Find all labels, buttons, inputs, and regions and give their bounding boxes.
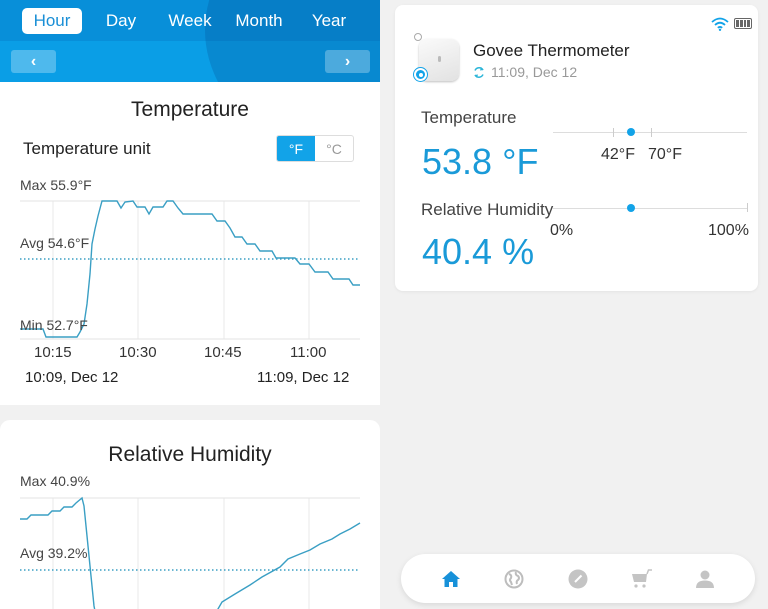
current-humidity-value: 40.4 %: [422, 231, 535, 272]
battery-icon: [734, 18, 752, 29]
temperature-avg-label: Avg 54.6°F: [20, 235, 90, 251]
nav-discover[interactable]: [563, 564, 593, 594]
temperature-max-label: Max 55.9°F: [20, 177, 92, 193]
x-tick-1015: 10:15: [34, 344, 72, 361]
range-end-label: 11:09, Dec 12: [257, 369, 350, 386]
temperature-range-high: 70°F: [648, 146, 682, 163]
temperature-chart-card: Temperature Temperature unit °F °C Max 5…: [0, 82, 380, 405]
last-sync-time: 11:09, Dec 12: [491, 64, 578, 80]
humidity-max-label: Max 40.9%: [20, 473, 91, 489]
bluetooth-status-icon: [414, 68, 427, 81]
nav-globe[interactable]: [499, 564, 529, 594]
chevron-left-icon: ‹: [30, 52, 37, 70]
next-period-button[interactable]: ›: [325, 50, 370, 73]
period-tabs: Hour Day Week Month Year: [0, 8, 380, 34]
humidity-indicator-dot: [627, 204, 635, 212]
temperature-range-low: 42°F: [601, 146, 635, 163]
x-tick-1030: 10:30: [119, 344, 157, 361]
nav-profile[interactable]: [690, 564, 720, 594]
history-header: Hour Day Week Month Year ‹ ›: [0, 0, 380, 82]
home-icon: [441, 570, 460, 587]
nav-home[interactable]: [436, 564, 466, 594]
current-temperature-label: Temperature: [421, 108, 517, 127]
humidity-range-high: 100%: [708, 222, 749, 239]
header-decoration: [205, 0, 380, 82]
unit-fahrenheit-button[interactable]: °F: [277, 136, 315, 161]
temperature-line-chart: [20, 200, 360, 340]
compass-icon: [568, 569, 588, 588]
nav-shop[interactable]: [627, 564, 657, 594]
range-start-label: 10:09, Dec 12: [25, 369, 119, 386]
bottom-navigation: [401, 554, 755, 603]
x-tick-1100: 11:00: [290, 344, 327, 361]
history-pane: Hour Day Week Month Year ‹ › Temperature…: [0, 0, 380, 609]
sync-icon[interactable]: [473, 66, 485, 79]
humidity-range-low: 0%: [550, 222, 574, 239]
humidity-line-chart: [20, 496, 361, 609]
temperature-chart-title: Temperature: [131, 98, 249, 121]
temperature-unit-label: Temperature unit: [23, 139, 151, 158]
current-humidity-label: Relative Humidity: [421, 200, 554, 219]
device-name: Govee Thermometer: [473, 41, 630, 60]
device-last-sync: 11:09, Dec 12: [473, 64, 577, 80]
tab-year[interactable]: Year: [311, 11, 347, 30]
prev-period-button[interactable]: ‹: [11, 50, 56, 73]
unit-celsius-button[interactable]: °C: [326, 140, 342, 157]
tab-hour[interactable]: Hour: [22, 8, 82, 34]
humidity-chart-title: Relative Humidity: [108, 443, 272, 466]
temperature-indicator-dot: [627, 128, 635, 136]
wifi-icon: [711, 17, 729, 31]
chevron-right-icon: ›: [344, 52, 351, 70]
device-card[interactable]: Govee Thermometer 11:09, Dec 12 Temperat…: [395, 5, 758, 291]
temperature-min-label: Min 52.7°F: [20, 317, 88, 333]
humidity-avg-label: Avg 39.2%: [20, 545, 88, 561]
humidity-chart-card: Relative Humidity Max 40.9% Avg 39.2%: [0, 420, 380, 609]
user-icon: [696, 570, 715, 588]
tab-day[interactable]: Day: [105, 11, 137, 30]
temperature-unit-toggle: °F °C: [276, 135, 354, 162]
thermometer-device-icon: [414, 33, 459, 81]
globe-icon: [504, 569, 524, 588]
cart-icon: [631, 568, 652, 588]
tab-week[interactable]: Week: [168, 11, 212, 30]
tab-month[interactable]: Month: [235, 11, 283, 30]
current-temperature-value: 53.8 °F: [422, 141, 539, 182]
device-pane: Govee Thermometer 11:09, Dec 12 Temperat…: [384, 0, 768, 609]
x-tick-1045: 10:45: [204, 344, 242, 361]
